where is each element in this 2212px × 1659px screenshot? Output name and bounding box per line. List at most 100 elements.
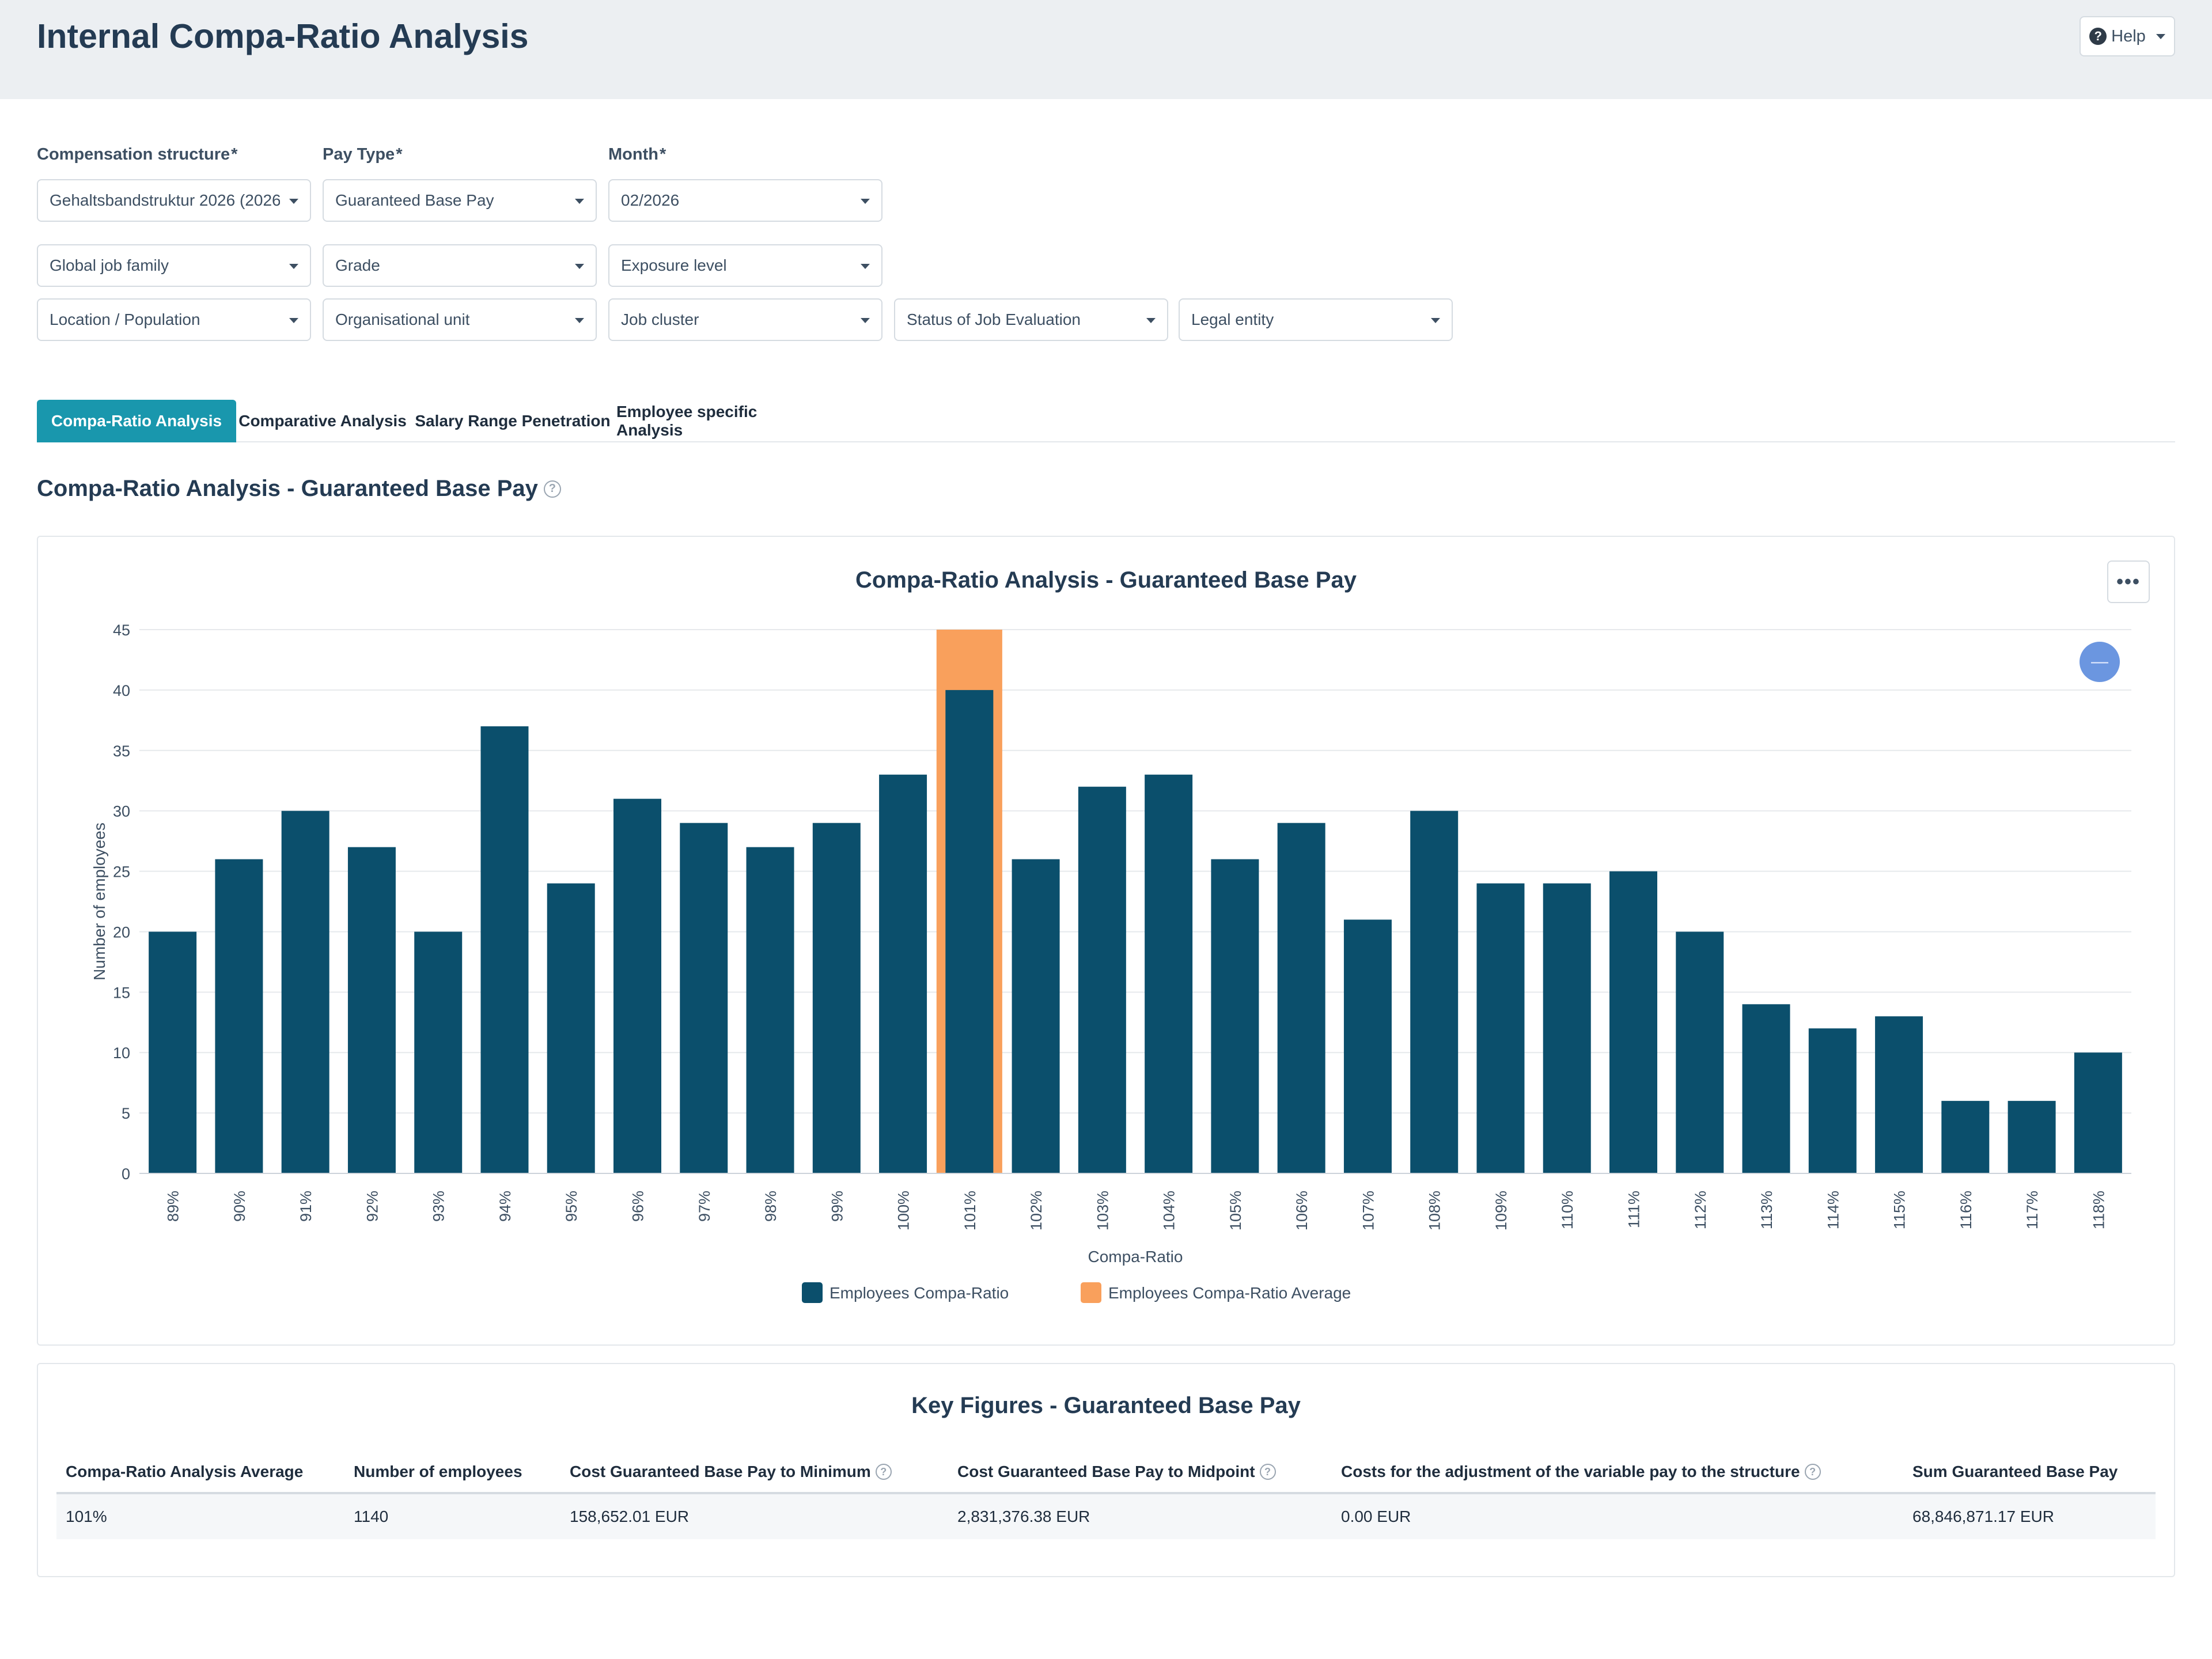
bar-89%[interactable]: [149, 931, 197, 1173]
tab-employee-specific-analysis[interactable]: Employee specific Analysis: [616, 403, 757, 439]
y-axis-label: Number of employees: [90, 823, 108, 980]
chevron-down-icon: [289, 199, 298, 204]
bar-115%[interactable]: [1875, 1016, 1923, 1173]
info-icon[interactable]: ?: [1804, 1464, 1821, 1480]
job-evaluation-status-select[interactable]: Status of Job Evaluation: [894, 298, 1168, 341]
chevron-down-icon: [1146, 318, 1156, 323]
bar-106%[interactable]: [1277, 823, 1325, 1173]
chart-overlay-button[interactable]: —: [2080, 642, 2120, 682]
section-title: Compa-Ratio Analysis - Guaranteed Base P…: [37, 476, 561, 502]
x-tick-label: 112%: [1692, 1191, 1709, 1229]
compensation-structure-select[interactable]: Gehaltsbandstruktur 2026 (2026_: [37, 179, 311, 222]
location-population-select[interactable]: Location / Population: [37, 298, 311, 341]
bar-100%[interactable]: [879, 774, 927, 1173]
tab-salary-range-penetration[interactable]: Salary Range Penetration: [415, 412, 611, 430]
info-icon[interactable]: ?: [543, 480, 561, 498]
pay-type-select[interactable]: Guaranteed Base Pay: [323, 179, 597, 222]
chevron-down-icon: [2156, 33, 2165, 39]
chevron-down-icon: [575, 318, 584, 323]
bar-103%[interactable]: [1078, 786, 1126, 1173]
bar-112%[interactable]: [1676, 931, 1724, 1173]
bar-91%[interactable]: [281, 810, 329, 1173]
x-tick-label: 108%: [1426, 1191, 1444, 1230]
bar-90%[interactable]: [215, 859, 263, 1173]
compensation-structure-label: Compensation structure*: [37, 145, 238, 164]
y-tick-label: 40: [113, 682, 130, 699]
x-tick-label: 97%: [696, 1191, 713, 1222]
y-tick-label: 15: [113, 984, 130, 1001]
month-label: Month*: [608, 145, 666, 164]
bar-95%[interactable]: [547, 883, 595, 1173]
x-tick-label: 107%: [1359, 1191, 1377, 1230]
help-label: Help: [2111, 26, 2146, 46]
y-tick-label: 30: [113, 803, 130, 820]
chevron-down-icon: [575, 199, 584, 204]
x-tick-label: 110%: [1559, 1191, 1576, 1229]
x-tick-label: 118%: [2090, 1191, 2107, 1229]
bar-108%[interactable]: [1410, 810, 1459, 1173]
tab-compa-ratio-analysis[interactable]: Compa-Ratio Analysis: [37, 400, 236, 442]
chevron-down-icon: [289, 264, 298, 269]
legend-swatch: [1081, 1282, 1101, 1303]
info-icon[interactable]: ?: [875, 1464, 892, 1480]
bar-101%[interactable]: [945, 690, 994, 1173]
x-tick-label: 89%: [165, 1191, 182, 1222]
key-figures-table: Compa-Ratio Analysis Average Number of em…: [56, 1452, 2156, 1539]
bar-114%[interactable]: [1808, 1028, 1857, 1173]
x-tick-label: 114%: [1824, 1191, 1842, 1229]
x-tick-label: 98%: [762, 1191, 779, 1222]
y-tick-label: 5: [122, 1105, 130, 1122]
chevron-down-icon: [575, 264, 584, 269]
y-tick-label: 45: [113, 622, 130, 639]
x-tick-label: 94%: [497, 1191, 514, 1222]
column-header: Compa-Ratio Analysis Average: [66, 1463, 304, 1480]
bar-102%[interactable]: [1012, 859, 1060, 1173]
info-icon[interactable]: ?: [1259, 1464, 1276, 1480]
bar-117%[interactable]: [2008, 1101, 2056, 1173]
exposure-level-select[interactable]: Exposure level: [608, 244, 882, 287]
bar-92%[interactable]: [347, 847, 396, 1173]
legend-swatch: [802, 1282, 823, 1303]
x-tick-label: 100%: [895, 1191, 912, 1230]
x-tick-label: 104%: [1161, 1191, 1178, 1230]
bar-97%[interactable]: [680, 823, 728, 1173]
y-tick-label: 25: [113, 863, 130, 881]
bar-118%[interactable]: [2074, 1052, 2122, 1173]
bar-104%[interactable]: [1145, 774, 1193, 1173]
chevron-down-icon: [861, 199, 870, 204]
tab-comparative-analysis[interactable]: Comparative Analysis: [238, 412, 407, 430]
chart-title: Compa-Ratio Analysis - Guaranteed Base P…: [855, 567, 1357, 593]
column-header: Cost Guaranteed Base Pay to Minimum?: [570, 1452, 892, 1492]
legal-entity-select[interactable]: Legal entity: [1179, 298, 1453, 341]
legend-label[interactable]: Employees Compa-Ratio Average: [1108, 1284, 1351, 1302]
y-tick-label: 10: [113, 1044, 130, 1062]
month-select[interactable]: 02/2026: [608, 179, 882, 222]
bar-107%[interactable]: [1343, 919, 1392, 1173]
x-tick-label: 105%: [1227, 1191, 1244, 1230]
job-cluster-select[interactable]: Job cluster: [608, 298, 882, 341]
y-tick-label: 0: [122, 1165, 130, 1183]
question-icon: ?: [2089, 28, 2107, 45]
bar-94%[interactable]: [480, 726, 529, 1173]
page-header: [0, 0, 2212, 99]
bar-109%[interactable]: [1476, 883, 1525, 1173]
organisational-unit-select[interactable]: Organisational unit: [323, 298, 597, 341]
chart-menu-button[interactable]: •••: [2107, 560, 2150, 603]
bar-113%[interactable]: [1742, 1004, 1790, 1173]
bar-98%[interactable]: [746, 847, 794, 1173]
help-button[interactable]: ? Help: [2080, 16, 2175, 56]
x-tick-label: 106%: [1293, 1191, 1310, 1230]
grade-select[interactable]: Grade: [323, 244, 597, 287]
bar-116%[interactable]: [1941, 1101, 1990, 1173]
global-job-family-select[interactable]: Global job family: [37, 244, 311, 287]
bar-93%[interactable]: [414, 931, 463, 1173]
x-axis-label: Compa-Ratio: [1088, 1248, 1183, 1266]
page-title: Internal Compa-Ratio Analysis: [37, 17, 529, 55]
bar-96%[interactable]: [613, 798, 661, 1173]
bar-111%[interactable]: [1609, 871, 1657, 1173]
legend-label[interactable]: Employees Compa-Ratio: [830, 1284, 1009, 1302]
x-tick-label: 95%: [563, 1191, 580, 1222]
bar-110%[interactable]: [1543, 883, 1591, 1173]
bar-105%[interactable]: [1211, 859, 1259, 1173]
bar-99%[interactable]: [812, 823, 861, 1173]
